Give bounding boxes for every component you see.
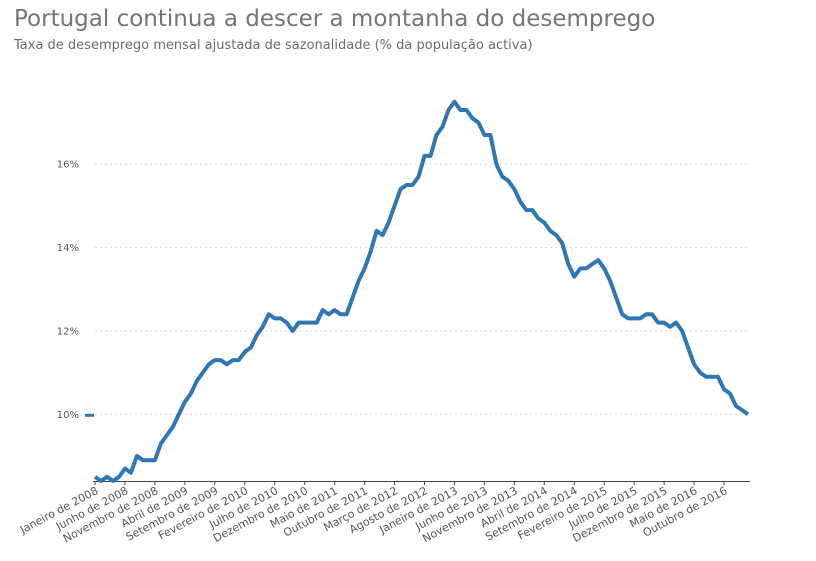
series-line — [93, 99, 750, 483]
series-group — [85, 99, 750, 483]
y-tick-label: 14% — [57, 243, 79, 254]
y-tick-label: 16% — [57, 160, 79, 171]
chart-title: Portugal continua a descer a montanha do… — [14, 6, 656, 32]
chart-subtitle: Taxa de desemprego mensal ajustada de sa… — [14, 38, 533, 53]
gridlines — [95, 163, 750, 415]
y-tick-label: 12% — [57, 326, 79, 337]
y-tick-label: 10% — [57, 410, 79, 421]
y-axis-ticks: 10% 12% 14% 16% — [57, 160, 79, 421]
